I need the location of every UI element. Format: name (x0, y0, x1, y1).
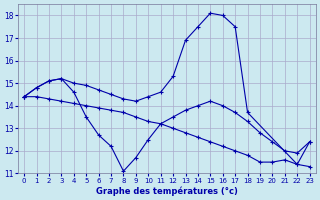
X-axis label: Graphe des températures (°c): Graphe des températures (°c) (96, 186, 238, 196)
